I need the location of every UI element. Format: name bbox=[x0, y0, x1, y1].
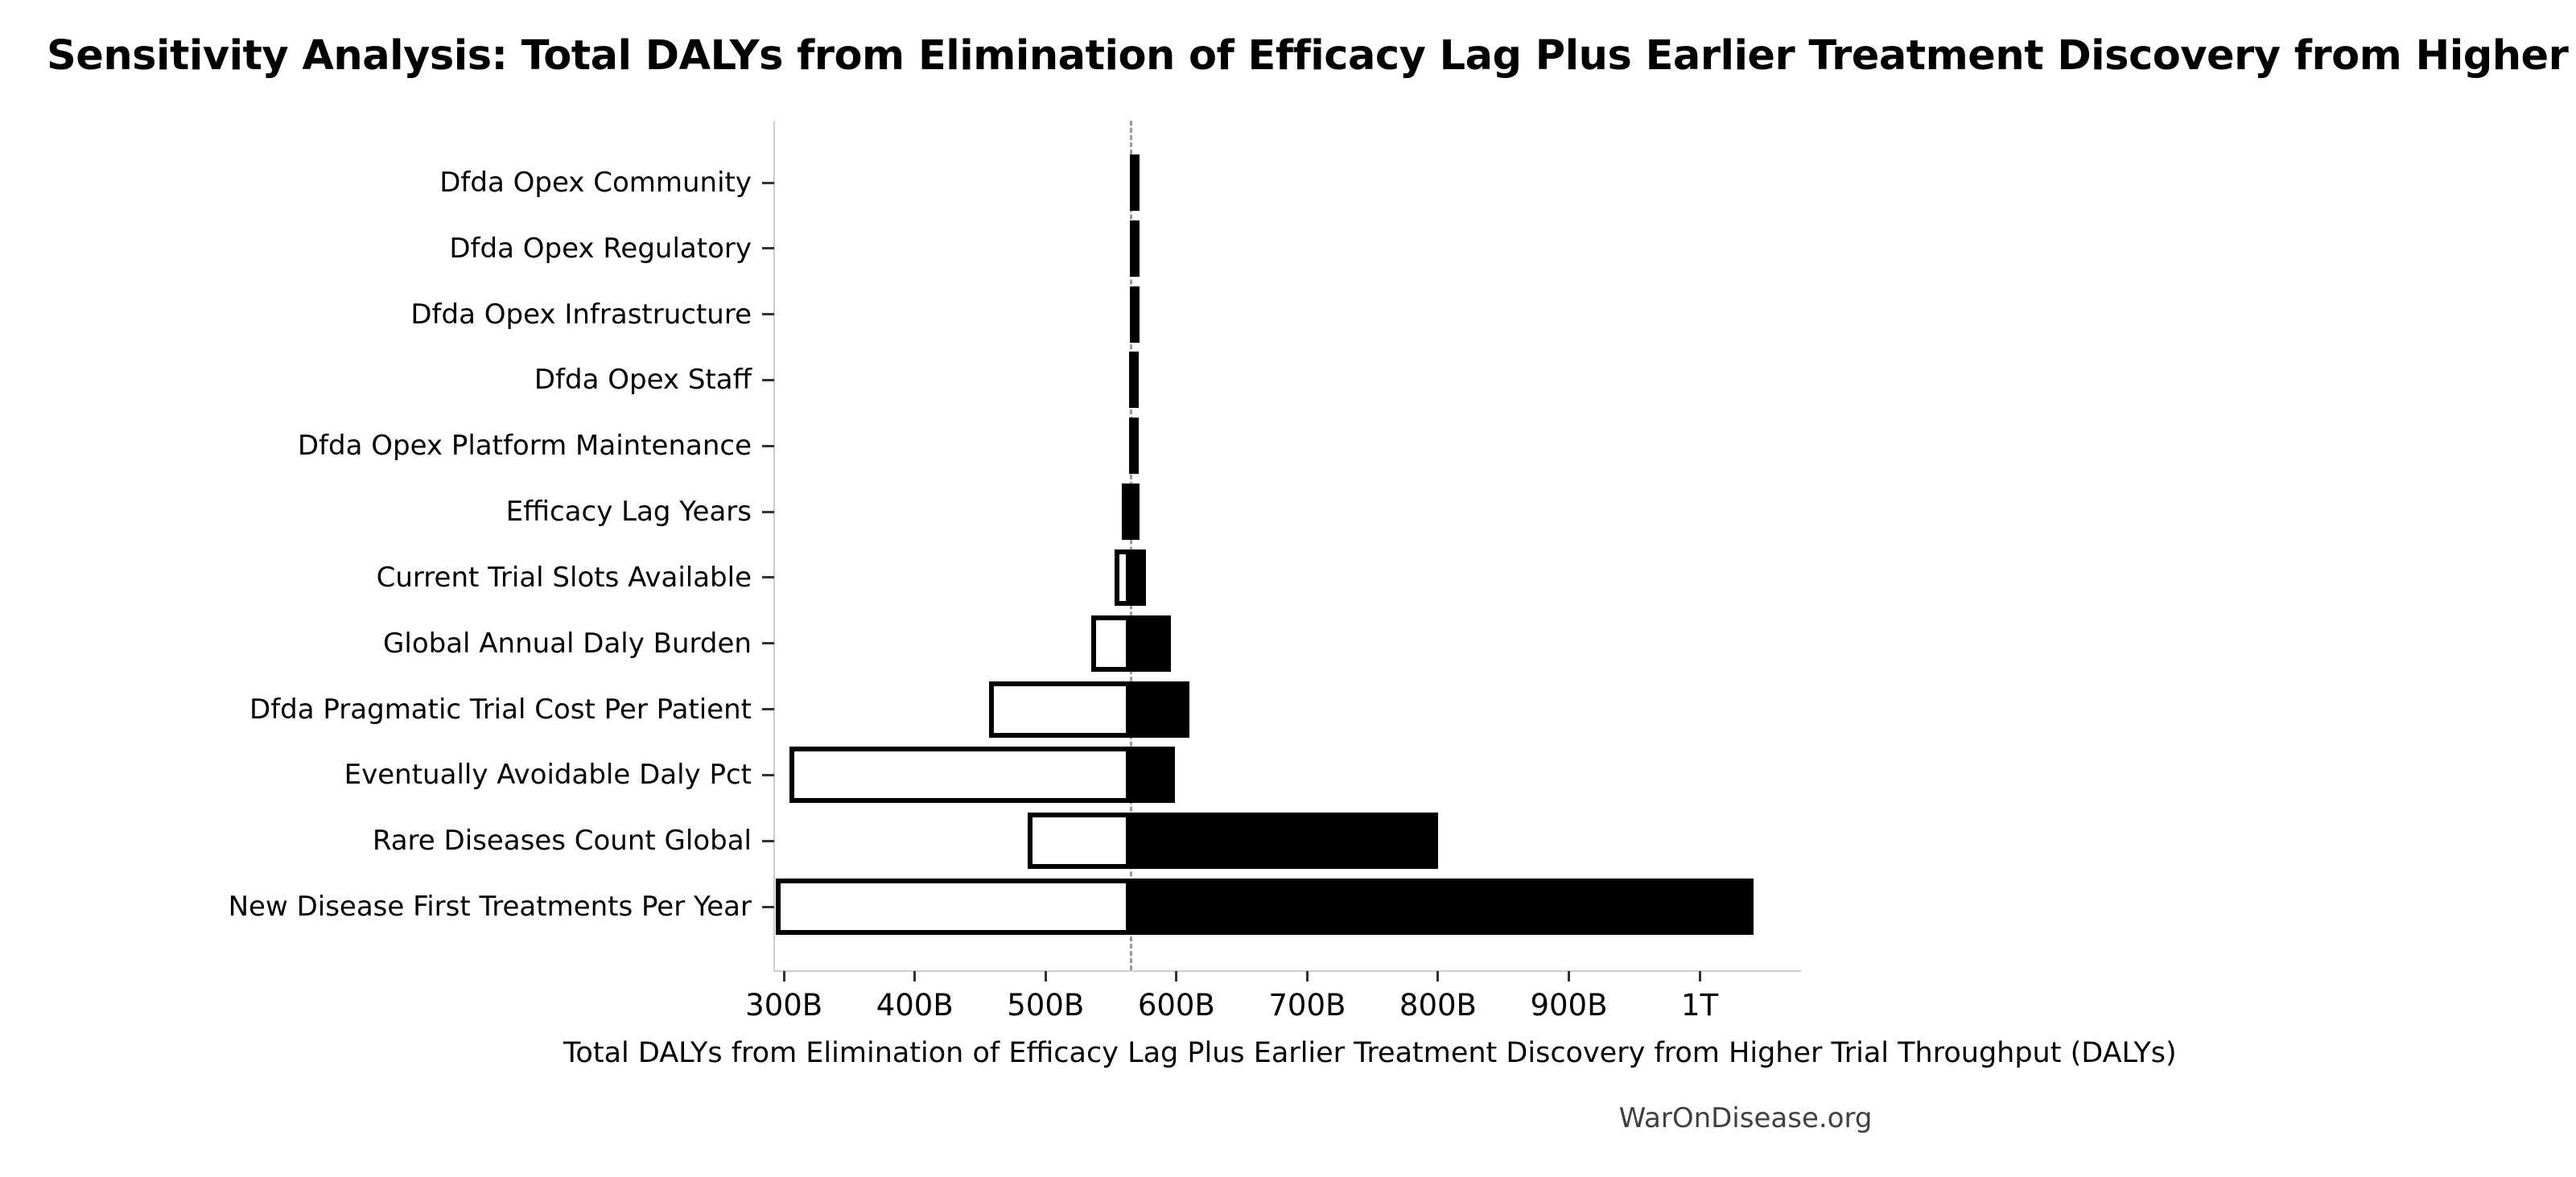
tornado-bar-high bbox=[1131, 418, 1133, 475]
tornado-bar-low bbox=[789, 747, 1131, 804]
x-tick-label: 300B bbox=[745, 988, 823, 1023]
category-label: Dfda Opex Platform Maintenance bbox=[297, 430, 752, 463]
category-label: Dfda Opex Community bbox=[439, 167, 752, 199]
y-tick-mark bbox=[762, 905, 774, 908]
y-tick-mark bbox=[762, 576, 774, 579]
category-label: Global Annual Daly Burden bbox=[383, 627, 752, 660]
baseline-dashed-line bbox=[1129, 121, 1132, 970]
tornado-bar-low bbox=[1129, 220, 1140, 277]
x-tick-label: 700B bbox=[1268, 988, 1346, 1023]
x-axis-label: Total DALYs from Elimination of Efficacy… bbox=[563, 1037, 2177, 1069]
category-label: Dfda Pragmatic Trial Cost Per Patient bbox=[249, 693, 752, 726]
chart-title: Sensitivity Analysis: Total DALYs from E… bbox=[47, 32, 2576, 80]
category-label: Current Trial Slots Available bbox=[376, 561, 752, 594]
y-tick-mark bbox=[762, 378, 774, 381]
y-tick-mark bbox=[762, 708, 774, 711]
y-tick-mark bbox=[762, 247, 774, 250]
x-tick-label: 500B bbox=[1007, 988, 1085, 1023]
category-label: New Disease First Treatments Per Year bbox=[228, 891, 752, 924]
tornado-bar-low bbox=[1027, 813, 1131, 870]
tornado-bar-high bbox=[1131, 813, 1438, 870]
category-label: Eventually Avoidable Daly Pct bbox=[344, 759, 752, 792]
x-tick-label: 900B bbox=[1530, 988, 1608, 1023]
tornado-bar-low bbox=[1091, 615, 1131, 672]
x-tick-mark bbox=[1567, 971, 1570, 982]
x-tick-mark bbox=[1305, 971, 1309, 982]
tornado-bar-low bbox=[1121, 484, 1131, 541]
y-tick-mark bbox=[762, 510, 774, 513]
y-tick-mark bbox=[762, 444, 774, 447]
x-tick-mark bbox=[1044, 971, 1047, 982]
tornado-bar-low bbox=[1115, 549, 1131, 606]
category-label: Dfda Opex Infrastructure bbox=[410, 298, 752, 331]
tornado-bar-low bbox=[989, 681, 1131, 738]
category-label: Dfda Opex Regulatory bbox=[449, 232, 752, 265]
y-tick-mark bbox=[762, 839, 774, 842]
x-tick-label: 800B bbox=[1399, 988, 1477, 1023]
x-tick-label: 400B bbox=[876, 988, 954, 1023]
x-tick-label: 600B bbox=[1137, 988, 1215, 1023]
y-tick-mark bbox=[762, 181, 774, 184]
y-tick-mark bbox=[762, 773, 774, 776]
category-label: Efficacy Lag Years bbox=[505, 496, 752, 529]
tornado-bar-high bbox=[1131, 549, 1147, 606]
tornado-bar-high bbox=[1131, 681, 1190, 738]
tornado-bar-low bbox=[776, 879, 1131, 936]
y-tick-mark bbox=[762, 313, 774, 316]
y-axis-spine bbox=[773, 121, 775, 972]
x-tick-label: 1T bbox=[1680, 988, 1719, 1023]
x-axis-spine bbox=[773, 970, 1801, 972]
tornado-bar-low bbox=[1129, 154, 1140, 211]
tornado-bar-high bbox=[1131, 747, 1176, 804]
x-tick-mark bbox=[1698, 971, 1701, 982]
category-label: Dfda Opex Staff bbox=[534, 364, 752, 397]
x-tick-mark bbox=[782, 971, 785, 982]
x-tick-mark bbox=[1175, 971, 1178, 982]
y-tick-mark bbox=[762, 642, 774, 645]
category-label: Rare Diseases Count Global bbox=[372, 825, 752, 858]
tornado-bar-high bbox=[1131, 879, 1754, 936]
tornado-bar-high bbox=[1131, 484, 1140, 541]
x-tick-mark bbox=[913, 971, 917, 982]
footer-credit: WarOnDisease.org bbox=[1618, 1102, 1873, 1134]
tornado-bar-high bbox=[1131, 615, 1172, 672]
x-tick-mark bbox=[1436, 971, 1440, 982]
